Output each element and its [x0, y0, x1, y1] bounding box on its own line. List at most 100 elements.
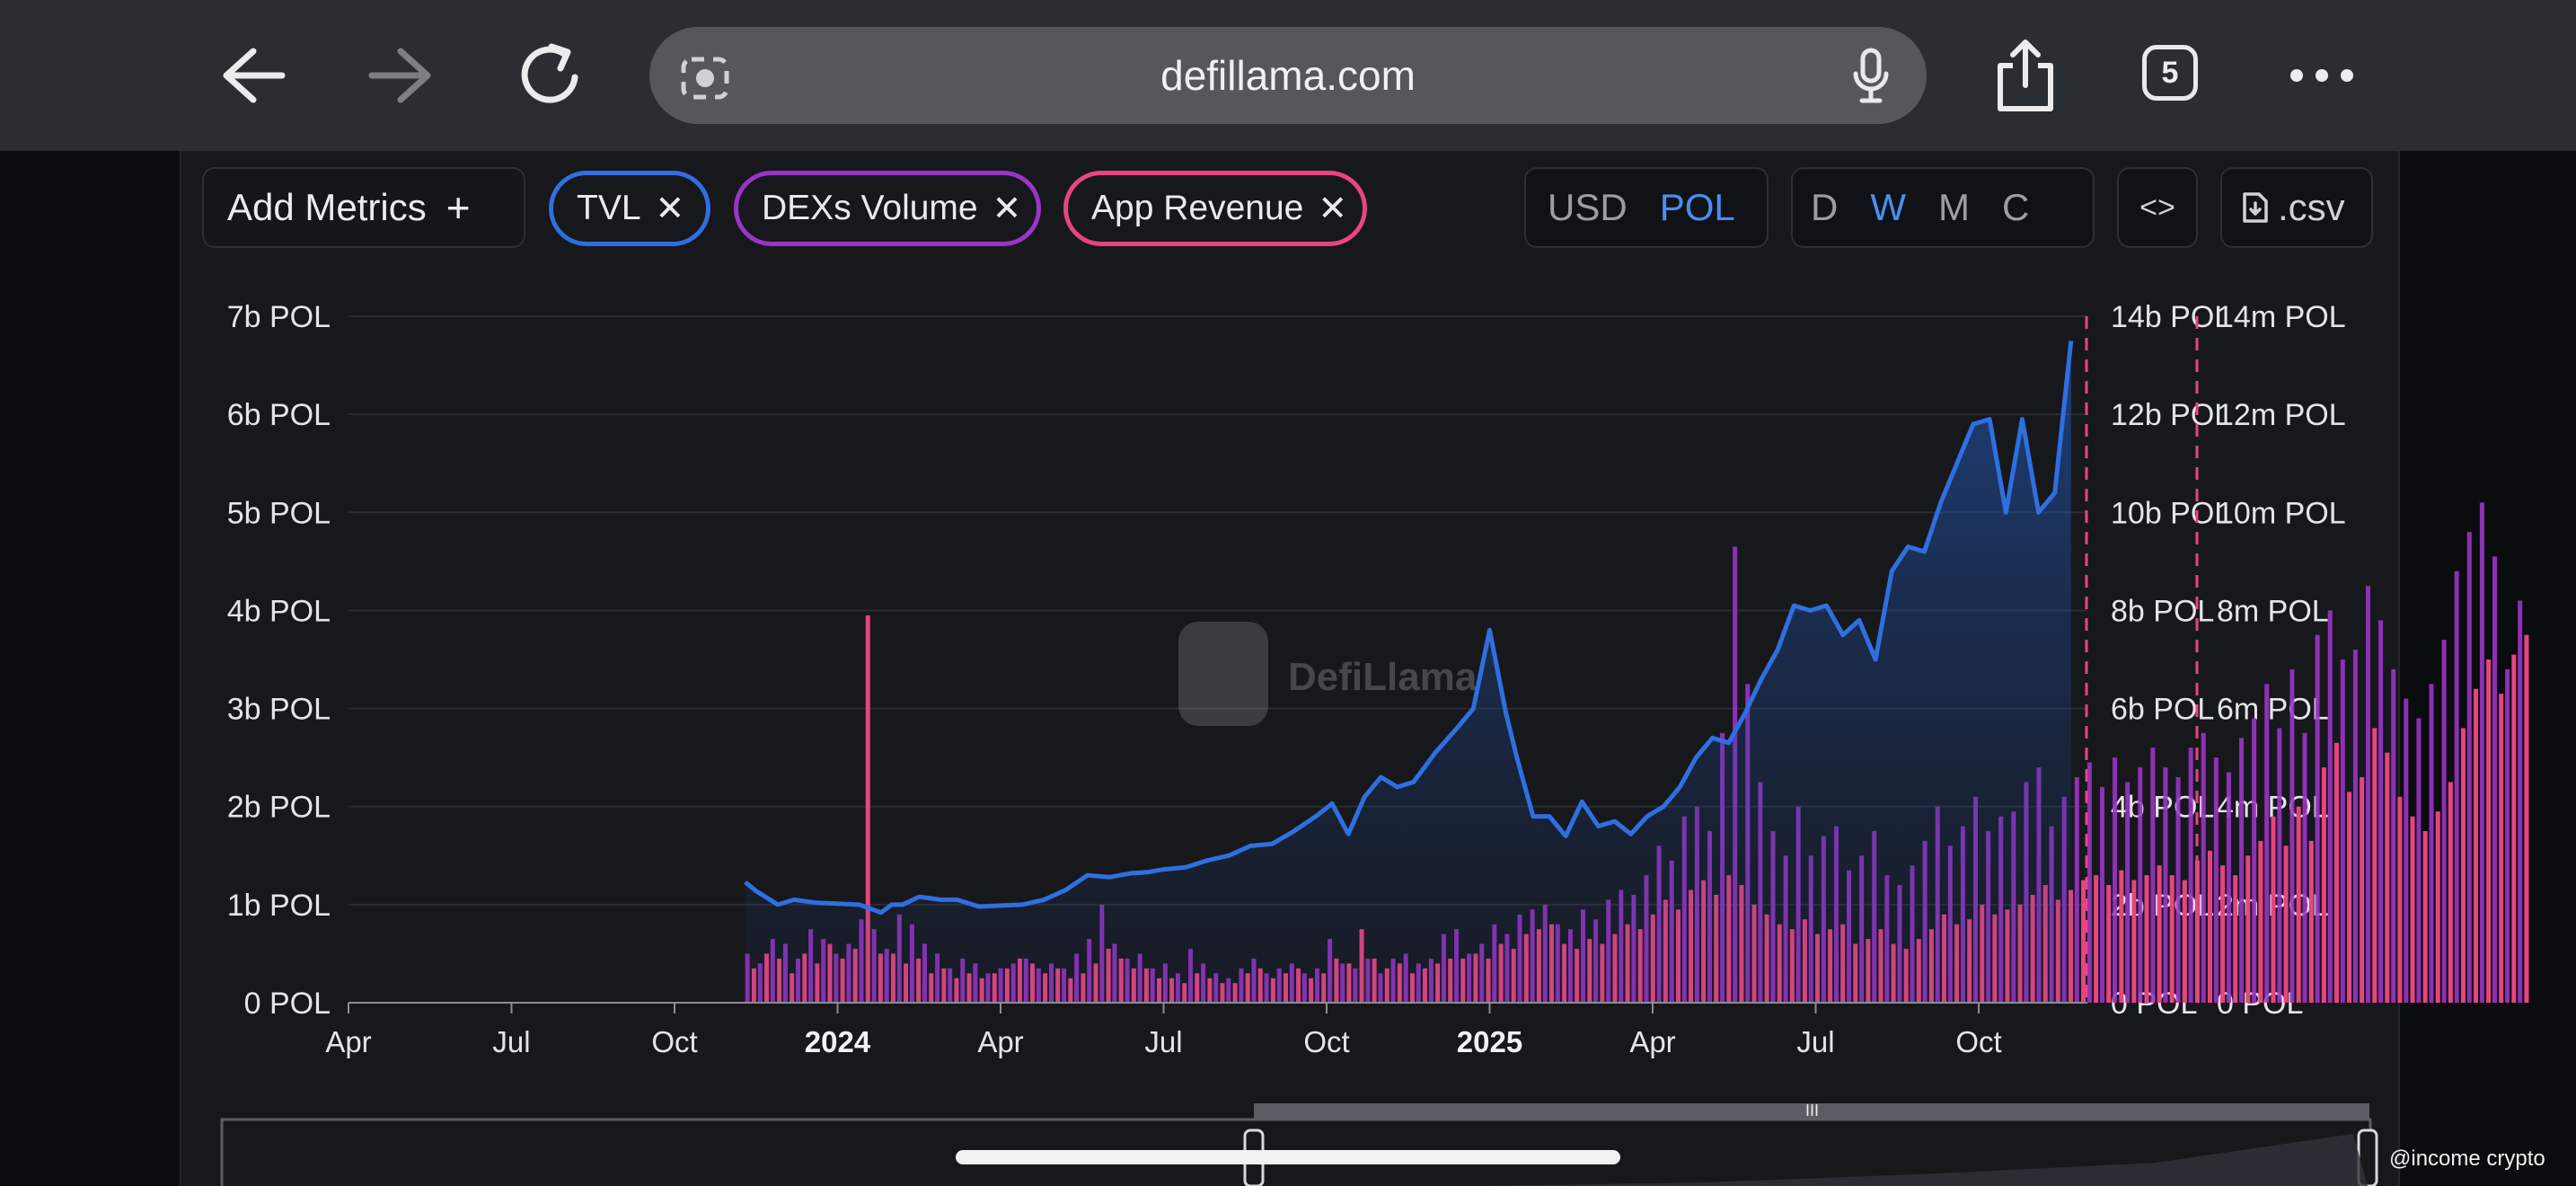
app-revenue-bar [2106, 885, 2112, 1003]
add-metrics-button[interactable]: Add Metrics + [202, 167, 525, 248]
app-revenue-bar [2283, 845, 2289, 1003]
granularity-option-w[interactable]: W [1870, 186, 1906, 228]
dexs-volume-bar [2466, 532, 2472, 1003]
x-tick-label: Oct [1955, 1025, 2001, 1058]
dexs-volume-bar [2163, 767, 2168, 1003]
close-icon[interactable]: ✕ [992, 189, 1022, 228]
currency-option-pol[interactable]: POL [1659, 186, 1735, 228]
dexs-volume-bar [2315, 634, 2320, 1003]
y-right-revenue-tick-label: 12m POL [2217, 398, 2346, 432]
dexs-volume-bar [2404, 698, 2409, 1003]
app-revenue-bar [2144, 875, 2149, 1003]
dexs-volume-bar [2416, 718, 2422, 1003]
y-right-volume-tick-label: 8b POL [2111, 594, 2214, 628]
metric-chip-app-revenue[interactable]: App Revenue ✕ [1063, 171, 1367, 246]
tabs-icon[interactable]: 5 [2142, 45, 2198, 101]
app-revenue-bar [2448, 782, 2453, 1003]
app-revenue-bar [2474, 688, 2479, 1003]
app-revenue-bar [2460, 728, 2466, 1003]
y-left-tick-label: 2b POL [227, 791, 331, 825]
dexs-volume-bar [2518, 600, 2523, 1003]
app-revenue-bar [2385, 752, 2390, 1003]
dexs-volume-bar [2352, 650, 2358, 1003]
browser-toolbar: defillama.com 5 [0, 0, 2576, 151]
dexs-volume-bar [2327, 610, 2333, 1003]
csv-download-button[interactable]: .csv [2220, 167, 2373, 248]
credit-text: @income crypto [2389, 1146, 2545, 1171]
close-icon[interactable]: ✕ [655, 189, 685, 228]
y-left-tick-label: 1b POL [227, 889, 331, 923]
add-metrics-label: Add Metrics [227, 186, 427, 228]
csv-label: .csv [2278, 186, 2345, 228]
y-axis-left: 0 POL 1b POL 2b POL 3b POL 4b POL 5b POL 6b PO… [227, 300, 331, 1021]
embed-button[interactable]: <> [2117, 167, 2198, 248]
reload-icon[interactable] [505, 31, 595, 120]
x-tick-label: Oct [651, 1025, 697, 1058]
app-revenue-bar [2397, 796, 2403, 1003]
app-revenue-bar [2524, 634, 2529, 1003]
microphone-icon[interactable] [1851, 47, 1891, 111]
dexs-volume-bar [2252, 718, 2257, 1003]
back-arrow-icon[interactable] [208, 31, 298, 120]
y-left-tick-label: 5b POL [227, 496, 331, 530]
app-revenue-bar [2271, 816, 2276, 1003]
y-right-revenue-tick-label: 10m POL [2217, 496, 2346, 530]
granularity-option-m[interactable]: M [1938, 186, 1970, 228]
y-right-volume-tick-label: 14b POL [2111, 300, 2231, 334]
app-revenue-bar [2119, 870, 2124, 1003]
app-revenue-bar [2410, 816, 2415, 1003]
defillama-watermark: DefiLlama [1178, 622, 1478, 726]
metric-chip-label: App Revenue [1091, 189, 1304, 227]
granularity-toggle: D W M C [1791, 167, 2095, 248]
url-text: defillama.com [1160, 52, 1416, 99]
app-revenue-bar [2511, 654, 2517, 1003]
granularity-option-d[interactable]: D [1811, 186, 1839, 228]
app-revenue-bar [2360, 776, 2365, 1003]
home-indicator[interactable] [956, 1150, 1620, 1164]
x-tick-label: Jul [1796, 1025, 1834, 1058]
metric-chip-tvl[interactable]: TVL ✕ [549, 171, 710, 246]
app-revenue-bar [2157, 865, 2162, 1003]
dexs-volume-bar [2074, 776, 2079, 1003]
code-icon: <> [2139, 190, 2175, 225]
x-axis: Apr Jul Oct 2024 Apr Jul Oct 2025 Apr Jul Oct [325, 1003, 2002, 1058]
currency-option-usd[interactable]: USD [1548, 186, 1628, 228]
dexs-volume-bar [2264, 684, 2270, 1003]
app-revenue-bar [2233, 875, 2238, 1003]
dexs-volume-bar [2175, 776, 2181, 1003]
y-left-tick-label: 6b POL [227, 398, 331, 432]
dexs-volume-bar [2138, 767, 2143, 1003]
dexs-volume-bar [2454, 571, 2459, 1003]
dexs-volume-bar [2086, 762, 2092, 1003]
app-revenue-bar [2169, 875, 2175, 1003]
y-left-tick-label: 4b POL [227, 594, 331, 628]
watermark-text: DefiLlama [1288, 655, 1478, 699]
dexs-volume-bar [2492, 556, 2497, 1003]
dexs-volume-bar [2289, 668, 2295, 1003]
forward-arrow-icon[interactable] [356, 31, 446, 120]
dexs-volume-bar [2302, 732, 2307, 1003]
y-left-tick-label: 3b POL [227, 693, 331, 727]
metric-chip-dexs-volume[interactable]: DEXs Volume ✕ [734, 171, 1041, 246]
range-selector[interactable]: III [220, 1102, 2378, 1186]
metric-chip-label: DEXs Volume [762, 189, 978, 227]
dexs-volume-bar [2099, 786, 2104, 1003]
lens-icon[interactable] [680, 52, 734, 107]
app-revenue-bar [2372, 728, 2378, 1003]
close-icon[interactable]: ✕ [1318, 189, 1348, 228]
app-revenue-bar [2296, 806, 2301, 1003]
dexs-volume-bar [2213, 757, 2219, 1003]
share-icon[interactable] [1981, 31, 2070, 120]
granularity-option-c[interactable]: C [2002, 186, 2030, 228]
more-icon[interactable] [2277, 31, 2367, 120]
app-revenue-bar [865, 615, 870, 1003]
dexs-volume-bar [2378, 620, 2384, 1003]
dexs-volume-bar [2479, 502, 2484, 1003]
app-revenue-bar [2182, 880, 2187, 1003]
range-selector-track[interactable] [1254, 1103, 2369, 1120]
app-revenue-bar [2347, 792, 2352, 1003]
app-revenue-bar [2486, 659, 2492, 1003]
app-revenue-bar [2422, 831, 2428, 1003]
y-left-tick-label: 0 POL [244, 987, 331, 1021]
url-bar[interactable]: defillama.com [649, 27, 1927, 124]
